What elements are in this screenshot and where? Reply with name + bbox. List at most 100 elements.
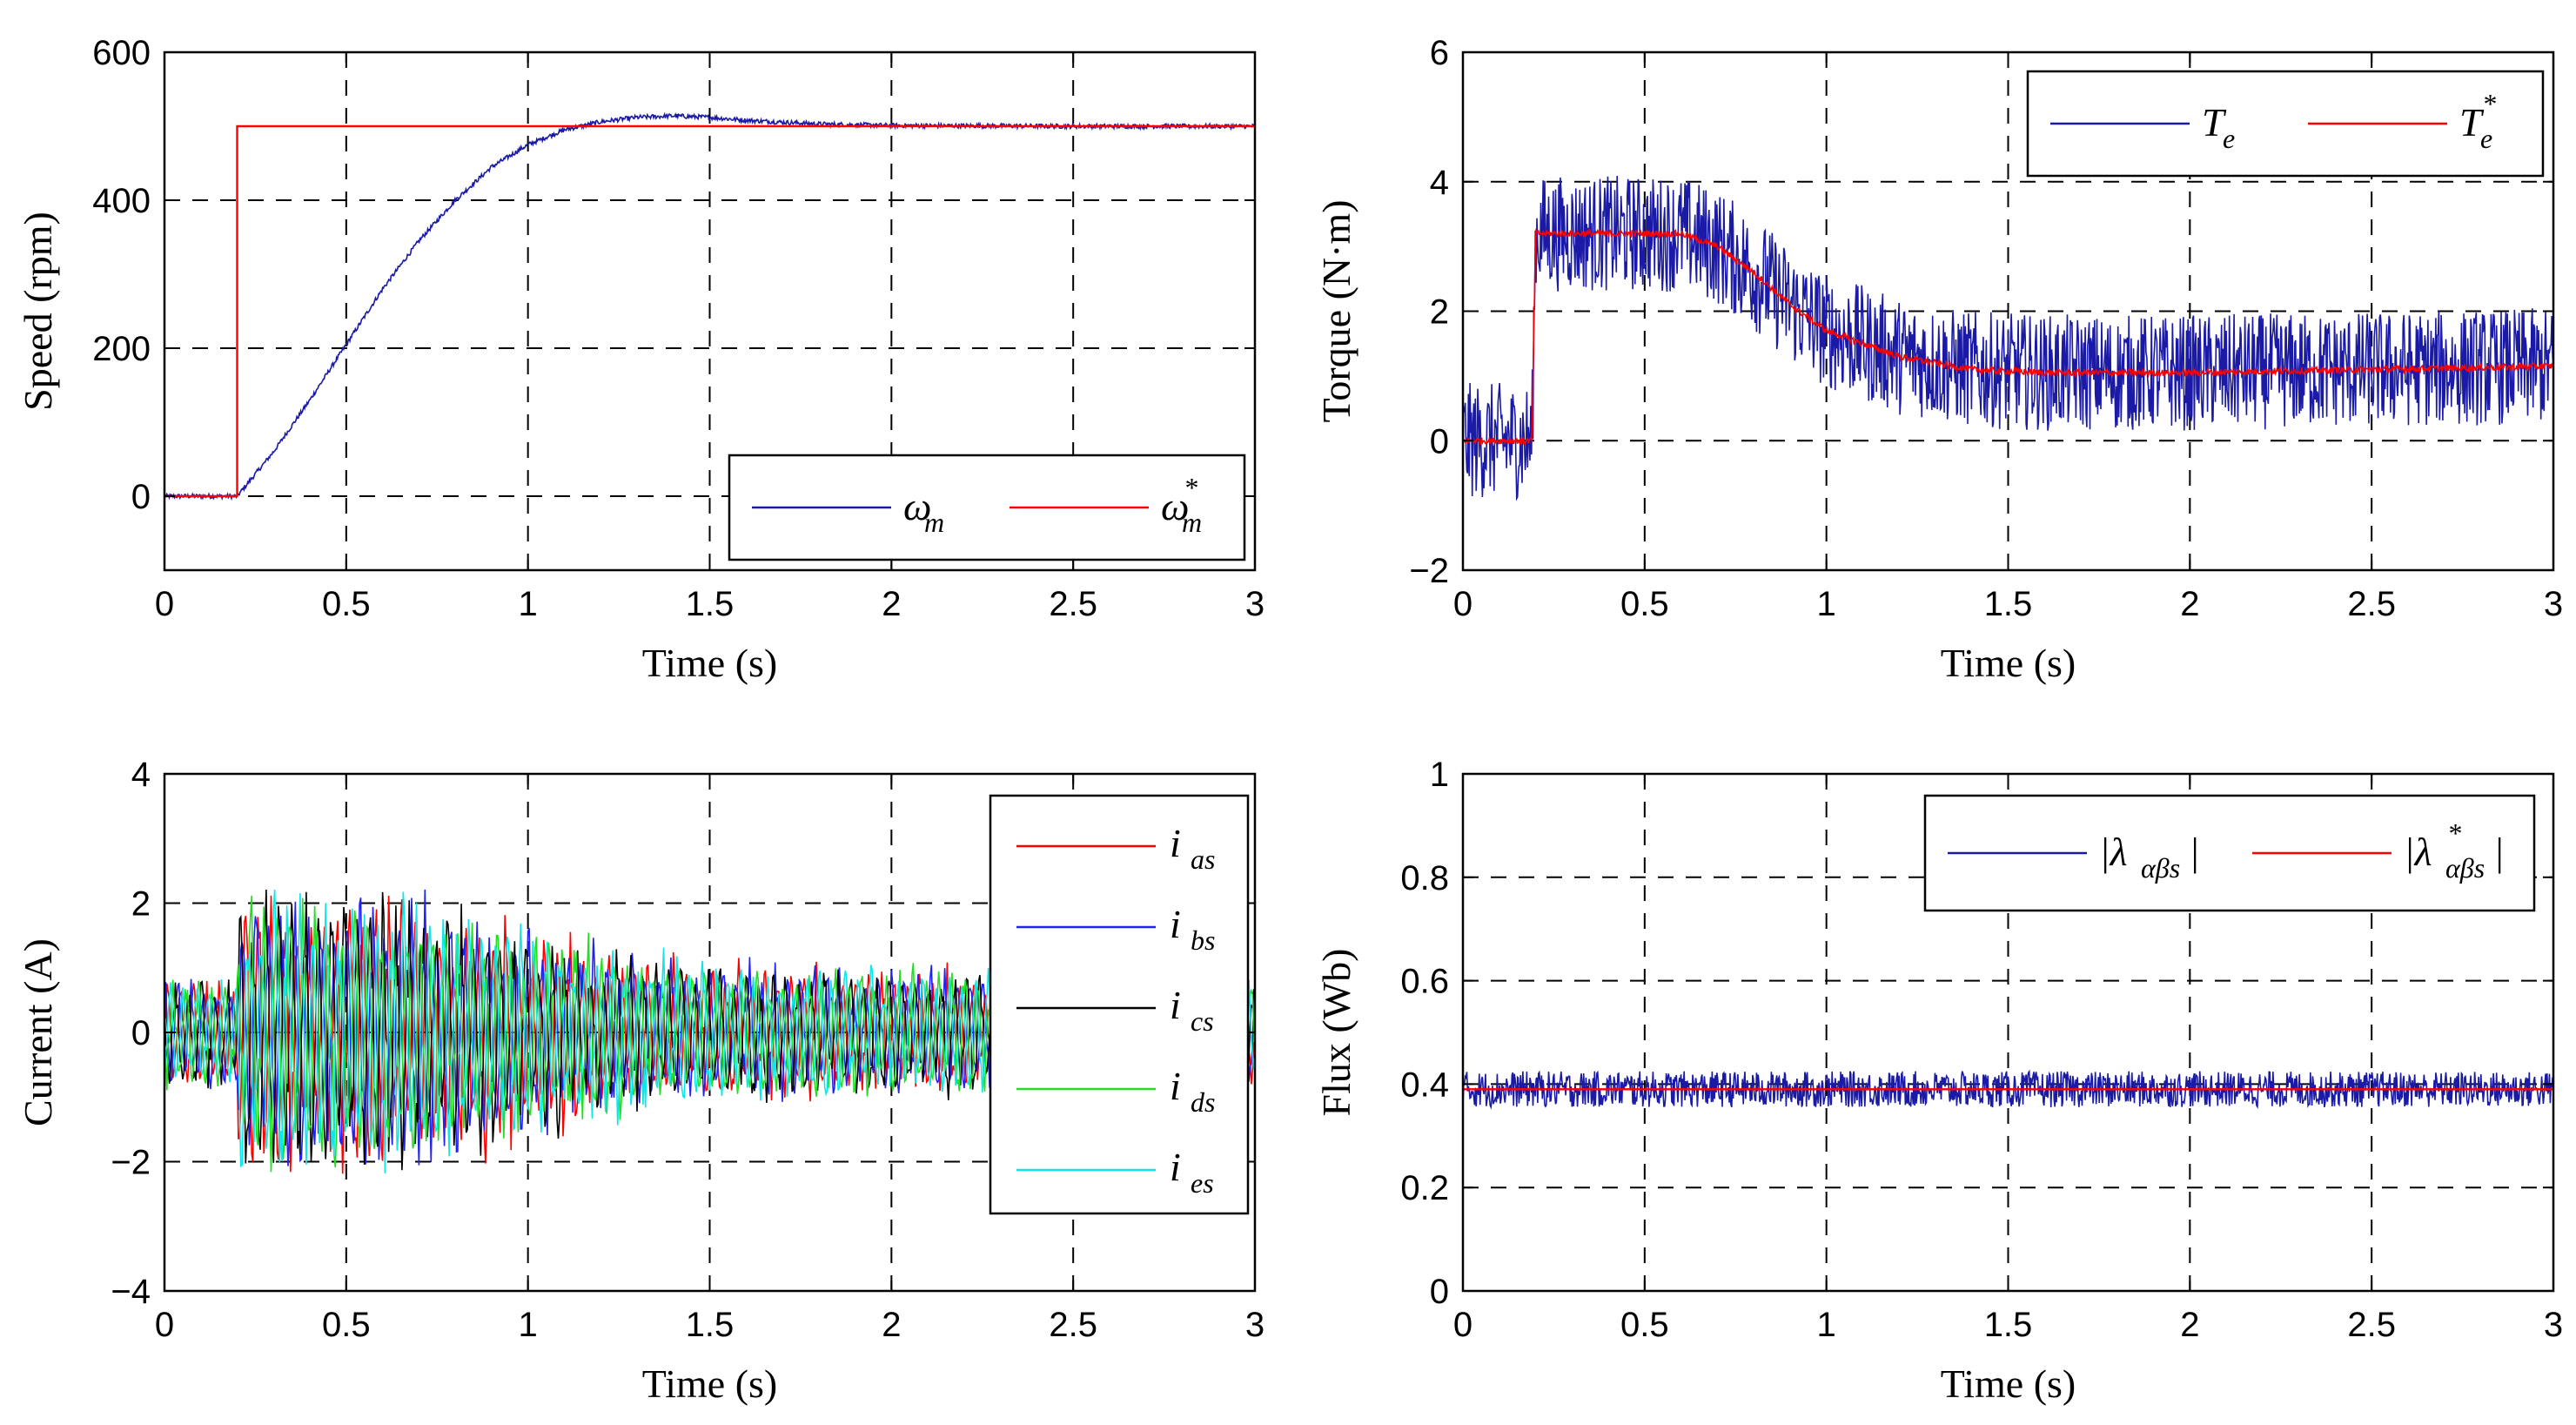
x-tick-label: 0.5 <box>322 1306 371 1344</box>
legend-label: |λ <box>2099 830 2128 874</box>
current-y-axis-label: Current (A) <box>16 938 60 1126</box>
legend-label-sup: * <box>1184 472 1197 503</box>
legend-label: i <box>1170 1145 1181 1189</box>
current-chart: 0 0.5 1 1.5 2 2.5 3 4 2 0 −2 −4 Time (s) Current (A) i… <box>16 756 1265 1406</box>
current-x-axis-label: Time (s) <box>642 1361 778 1406</box>
x-tick-label: 1 <box>519 585 538 623</box>
legend-label-sup: * <box>2447 817 2461 849</box>
x-tick-label: 1 <box>1817 585 1836 623</box>
speed-grid <box>164 52 1255 570</box>
y-tick-label: 200 <box>92 330 151 368</box>
x-tick-label: 2 <box>2180 585 2199 623</box>
flux-y-axis-label: Flux (Wb) <box>1314 949 1358 1117</box>
x-tick-label: 1.5 <box>686 1306 735 1344</box>
legend-label: ω <box>903 484 931 528</box>
legend-label-sub: m <box>1182 507 1202 538</box>
y-tick-label: 0 <box>1430 422 1449 460</box>
x-tick-label: 3 <box>2544 1306 2563 1344</box>
flux-data <box>1463 1069 2553 1110</box>
x-tick-label: 0 <box>1453 1306 1472 1344</box>
y-tick-label: −2 <box>111 1144 151 1182</box>
x-tick-label: 0.5 <box>1620 585 1669 623</box>
x-tick-label: 3 <box>1245 585 1265 623</box>
torque-x-axis-label: Time (s) <box>1941 641 2076 685</box>
flux-chart: 0 0.5 1 1.5 2 2.5 3 1 0.8 0.6 0.4 0.2 0 Time (s) Flux … <box>1314 756 2563 1406</box>
y-tick-label: −2 <box>1409 552 1449 590</box>
legend-label-sub: e <box>2480 123 2492 154</box>
legend-label-sub: m <box>924 507 944 538</box>
x-tick-label: 1.5 <box>686 585 735 623</box>
x-tick-label: 2 <box>2180 1306 2199 1344</box>
legend-label: T <box>2459 100 2485 145</box>
legend-label: i <box>1170 1064 1181 1108</box>
x-tick-label: 1 <box>519 1306 538 1344</box>
legend-label-sub: es <box>1191 1167 1214 1199</box>
y-tick-label: 0 <box>131 478 151 516</box>
y-tick-label: 400 <box>92 182 151 220</box>
x-tick-label: 1.5 <box>1984 585 2033 623</box>
y-tick-label: 2 <box>1430 293 1449 332</box>
legend-label: i <box>1170 821 1181 865</box>
x-tick-label: 1.5 <box>1984 1306 2033 1344</box>
y-tick-label: 0.8 <box>1400 859 1449 897</box>
series-line-te <box>1463 228 2553 447</box>
y-tick-label: 4 <box>131 756 151 794</box>
series-line-te <box>1463 175 2553 501</box>
y-tick-label: 0.6 <box>1400 963 1449 1001</box>
y-tick-label: 0 <box>131 1014 151 1052</box>
legend-label-sub: ds <box>1191 1086 1215 1118</box>
legend-label: |λ <box>2404 830 2432 874</box>
series-line-m <box>164 111 1255 501</box>
y-tick-label: 0 <box>1430 1273 1449 1311</box>
torque-y-axis-label: Torque (N·m) <box>1314 199 1358 422</box>
x-tick-label: 2.5 <box>2347 585 2396 623</box>
x-tick-label: 0.5 <box>322 585 371 623</box>
torque-data <box>1463 175 2553 501</box>
y-tick-label: 6 <box>1430 34 1449 72</box>
legend-label: ω <box>1161 484 1189 528</box>
y-tick-label: 2 <box>131 885 151 924</box>
x-tick-label: 2 <box>882 585 901 623</box>
x-tick-label: 0.5 <box>1620 1306 1669 1344</box>
legend-box <box>989 794 1250 1215</box>
series-line-m <box>164 124 1255 498</box>
legend-label-sub: e <box>2223 123 2235 154</box>
legend-label: i <box>1170 902 1181 946</box>
speed-legend: ωm ω*m <box>728 454 1246 561</box>
y-tick-label: 0.4 <box>1400 1065 1449 1104</box>
legend-label-sub: cs <box>1191 1005 1214 1037</box>
x-tick-label: 2.5 <box>1049 585 1097 623</box>
speed-y-axis-label: Speed (rpm) <box>16 212 60 411</box>
torque-legend: Te T *e <box>2026 70 2545 178</box>
flux-x-axis-label: Time (s) <box>1941 1361 2076 1406</box>
speed-data <box>164 111 1255 501</box>
speed-x-axis-label: Time (s) <box>642 641 778 685</box>
legend-label-sub: bs <box>1191 924 1215 956</box>
x-tick-label: 2 <box>882 1306 901 1344</box>
legend-label-tail: | <box>2189 830 2200 874</box>
x-tick-label: 2.5 <box>2347 1306 2396 1344</box>
y-tick-label: 1 <box>1430 756 1449 794</box>
y-tick-label: −4 <box>111 1273 151 1311</box>
flux-legend: |λ αβs | |λ *αβs | <box>1923 794 2536 912</box>
x-tick-label: 0 <box>155 1306 174 1344</box>
x-tick-label: 2.5 <box>1049 1306 1097 1344</box>
legend-label: i <box>1170 983 1181 1027</box>
legend-label-sub: as <box>1191 844 1215 875</box>
speed-chart: 0 0.5 1 1.5 2 2.5 3 600 400 200 0 Time (s) Speed (rp… <box>16 34 1265 685</box>
y-tick-label: 600 <box>92 34 151 72</box>
x-tick-label: 0 <box>155 585 174 623</box>
x-tick-label: 0 <box>1453 585 1472 623</box>
legend-label-sub: αβs <box>2445 852 2485 884</box>
legend-label-sup: * <box>2482 88 2496 119</box>
series-line-s <box>1463 1069 2553 1110</box>
x-tick-label: 3 <box>2544 585 2563 623</box>
current-legend: i asi bsi csi dsi es <box>989 794 1250 1215</box>
x-tick-label: 3 <box>1245 1306 1265 1344</box>
y-tick-label: 4 <box>1430 164 1449 202</box>
legend-label-sub: αβs <box>2141 852 2180 884</box>
x-tick-label: 1 <box>1817 1306 1836 1344</box>
legend-label-tail: | <box>2493 830 2505 874</box>
